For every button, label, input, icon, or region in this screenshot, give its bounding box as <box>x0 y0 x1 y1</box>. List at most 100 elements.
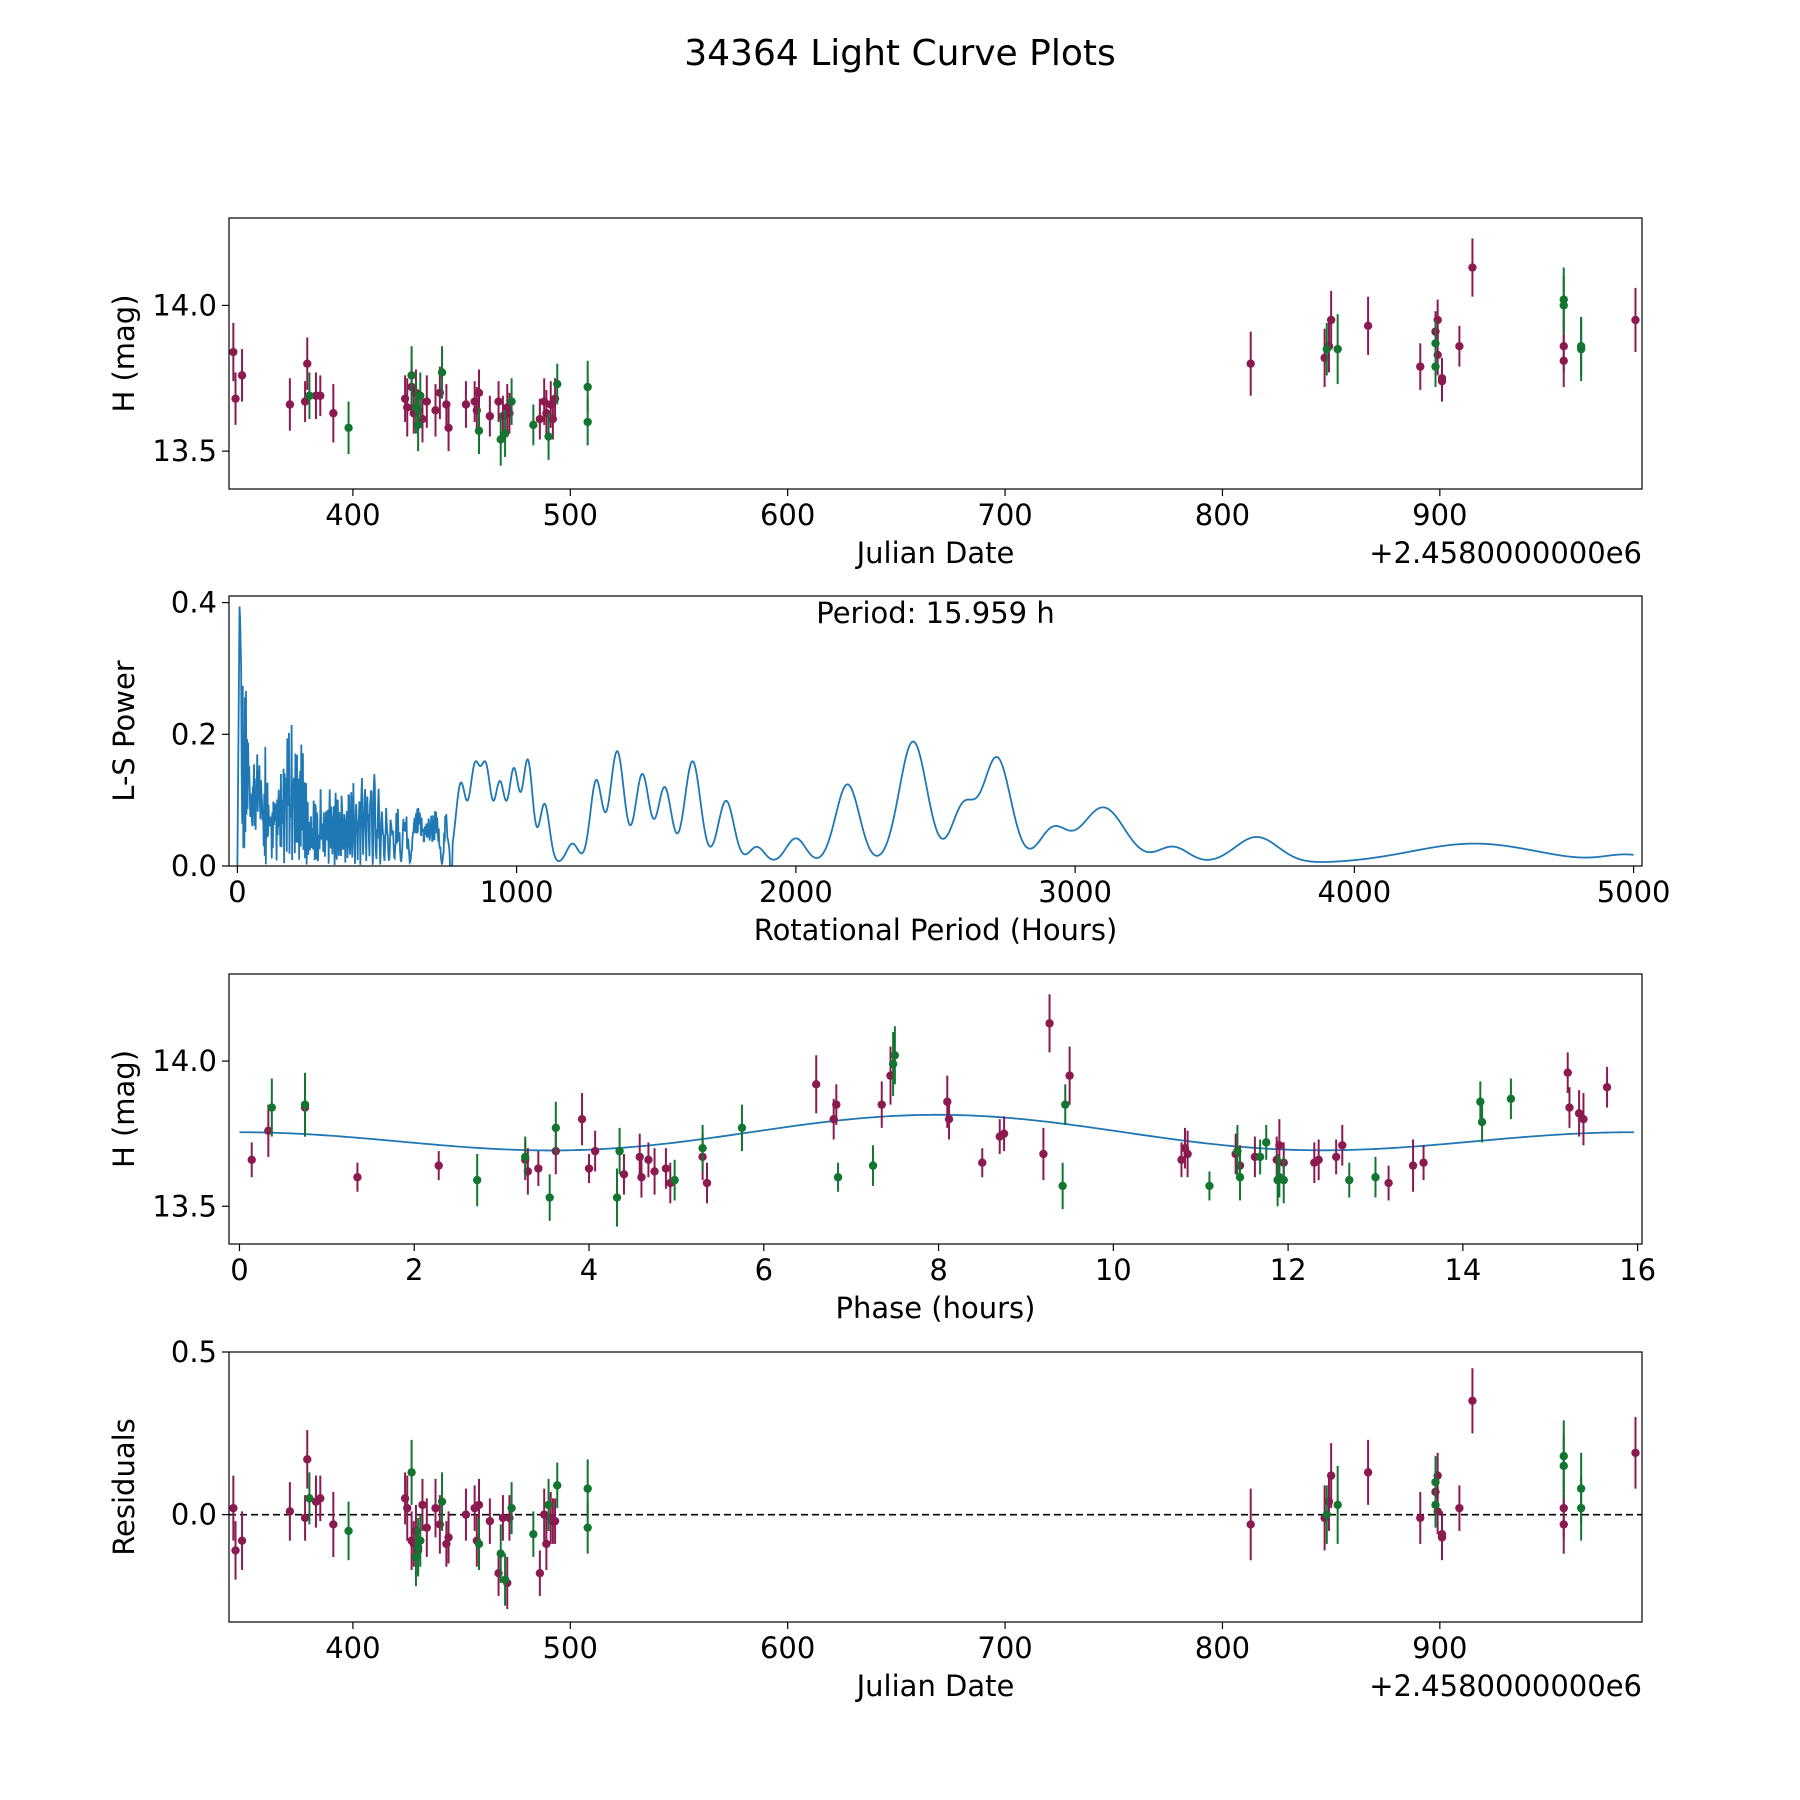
data-point-magenta <box>264 1126 273 1135</box>
data-point-green <box>496 435 505 444</box>
data-point-magenta <box>461 1510 471 1519</box>
y-tick-label: 0.5 <box>171 1335 217 1369</box>
data-point-magenta <box>650 1167 659 1176</box>
data-point-magenta <box>1468 263 1477 272</box>
data-point-magenta <box>702 1178 712 1188</box>
data-point-green <box>1233 1146 1242 1156</box>
data-point-magenta <box>1559 1520 1568 1529</box>
data-point-magenta <box>422 397 432 406</box>
x-tick-label: 3000 <box>1038 875 1112 909</box>
data-point-magenta <box>300 397 310 406</box>
data-point-magenta <box>353 1173 362 1182</box>
data-point-magenta <box>535 414 545 424</box>
data-point-magenta <box>635 1152 644 1162</box>
panel-residuals: 400 500 600 700 800 900 0.0 0.5 Julian Date Resid… <box>107 1335 1643 1703</box>
data-point-green <box>344 423 353 433</box>
data-point-magenta <box>285 400 295 409</box>
data-point-green <box>472 1175 482 1185</box>
data-point-green <box>612 1193 622 1202</box>
plot-area-residuals <box>229 1368 1642 1609</box>
data-point-green <box>1345 1175 1354 1185</box>
x-tick-label: 1000 <box>480 875 554 909</box>
x-tick-label: 16 <box>1619 1253 1656 1287</box>
data-point-green <box>551 1123 561 1133</box>
data-point-green <box>413 420 423 430</box>
data-point-magenta <box>1416 1513 1425 1523</box>
y-tick-label: 14.0 <box>152 1044 217 1078</box>
data-point-green <box>868 1161 878 1170</box>
x-tick-label: 4000 <box>1317 875 1391 909</box>
x-tick-label: 800 <box>1195 1631 1250 1665</box>
data-point-green <box>698 1143 707 1153</box>
data-point-green <box>583 417 592 427</box>
data-point-green <box>1333 344 1342 354</box>
y-axis-label: H (mag) <box>107 294 141 412</box>
data-point-green <box>545 1193 554 1202</box>
data-point-green <box>1431 362 1440 371</box>
data-point-green <box>1559 301 1568 310</box>
data-point-magenta <box>316 1494 325 1503</box>
data-point-green <box>474 426 484 435</box>
data-point-magenta <box>1065 1071 1074 1080</box>
data-point-green <box>890 1051 900 1060</box>
data-point-magenta <box>1408 1161 1418 1170</box>
plot-area-lightcurve <box>229 238 1640 466</box>
x-tick-label: 0 <box>228 875 246 909</box>
data-point-magenta <box>550 1516 560 1526</box>
data-point-green <box>544 1500 553 1510</box>
data-point-magenta <box>877 1100 886 1109</box>
data-point-magenta <box>474 388 484 398</box>
data-point-green <box>1322 1510 1331 1519</box>
data-point-magenta <box>403 1503 412 1513</box>
period-annotation: Period: 15.959 h <box>816 596 1055 630</box>
data-point-magenta <box>1326 1471 1336 1480</box>
data-point-magenta <box>418 1500 427 1510</box>
data-point-green <box>615 1146 624 1156</box>
data-point-green <box>583 382 592 392</box>
data-point-green <box>305 391 314 400</box>
data-point-magenta <box>832 1100 841 1109</box>
x-tick-label: 900 <box>1412 1631 1467 1665</box>
data-point-magenta <box>231 394 240 403</box>
data-point-magenta <box>229 347 238 357</box>
x-tick-label: 2000 <box>759 875 833 909</box>
data-point-magenta <box>1437 374 1447 383</box>
data-point-magenta <box>1384 1178 1393 1188</box>
data-point-green <box>544 432 553 441</box>
data-point-magenta <box>978 1158 987 1167</box>
data-point-green <box>553 379 562 389</box>
data-point-green <box>737 1123 747 1133</box>
data-point-green <box>300 1100 310 1109</box>
x-tick-label: 500 <box>543 1631 598 1665</box>
data-point-magenta <box>1579 1114 1588 1124</box>
data-point-magenta <box>431 1503 440 1513</box>
data-point-magenta <box>474 1500 484 1510</box>
data-point-magenta <box>1363 321 1373 331</box>
x-tick-label: 10 <box>1095 1253 1132 1287</box>
data-point-magenta <box>1331 1152 1341 1162</box>
data-point-magenta <box>1574 1109 1584 1118</box>
data-point-green <box>500 1575 510 1584</box>
data-point-green <box>344 1526 353 1536</box>
x-tick-label: 600 <box>760 1631 815 1665</box>
y-tick-label: 14.0 <box>152 288 217 322</box>
x-offset-text: +2.4580000000e6 <box>1369 536 1642 570</box>
data-point-magenta <box>494 397 503 406</box>
plot-area-phase <box>239 994 1635 1227</box>
data-point-green <box>529 1529 538 1539</box>
data-point-green <box>1371 1173 1380 1182</box>
data-point-green <box>1431 339 1440 348</box>
data-point-green <box>496 1549 505 1558</box>
data-point-magenta <box>329 409 338 418</box>
axes-frame <box>228 973 1643 1245</box>
data-point-magenta <box>590 1146 600 1156</box>
data-point-magenta <box>1631 315 1640 325</box>
y-axis-label: H (mag) <box>107 1050 141 1168</box>
data-point-magenta <box>1314 1155 1323 1165</box>
data-point-magenta <box>285 1507 295 1516</box>
data-point-magenta <box>303 1455 312 1464</box>
x-tick-label: 400 <box>325 498 380 532</box>
data-point-magenta <box>644 1155 653 1165</box>
plot-area-periodogram <box>236 606 1634 866</box>
